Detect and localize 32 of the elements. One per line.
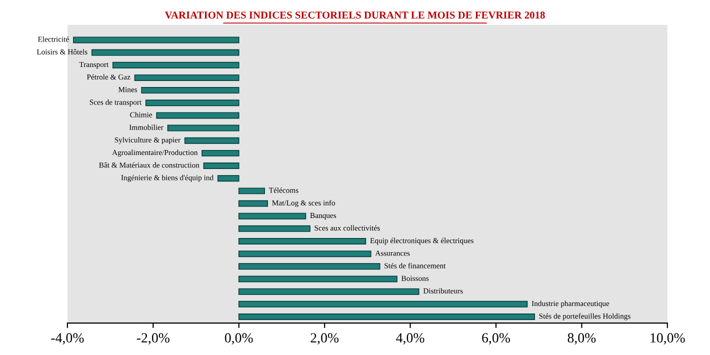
bar — [112, 62, 240, 68]
bar — [202, 150, 240, 156]
bar — [238, 314, 535, 320]
x-tick-label: 4,0% — [396, 333, 424, 345]
x-tick-label: -2,0% — [136, 333, 170, 345]
x-tick-label: -4,0% — [51, 333, 84, 345]
bar — [167, 124, 240, 132]
chart-title: VARIATION DES INDICES SECTORIELS DURANT LE MOIS DE FEVRIER 2018 — [164, 12, 545, 19]
bar — [238, 250, 372, 258]
bar — [238, 212, 306, 220]
bar — [145, 100, 240, 106]
x-tick-label: 8,0% — [568, 333, 596, 345]
bar — [73, 36, 240, 44]
x-tick-label: 0,0% — [224, 333, 253, 345]
bar — [184, 137, 240, 144]
bar — [134, 74, 240, 81]
bar — [238, 200, 268, 207]
bar — [141, 87, 240, 94]
x-tick-label: 10,0% — [650, 333, 685, 345]
bar — [238, 288, 420, 295]
bar — [238, 225, 310, 232]
bar — [238, 263, 380, 270]
x-tick-label: 2,0% — [310, 333, 339, 345]
bar — [238, 300, 528, 308]
x-tick-label: 6,0% — [482, 333, 510, 345]
bar — [156, 112, 240, 119]
bar — [238, 238, 366, 245]
bar — [91, 49, 240, 56]
bar — [217, 175, 240, 182]
bar — [238, 276, 398, 282]
bar — [203, 162, 240, 170]
bar — [238, 188, 265, 194]
